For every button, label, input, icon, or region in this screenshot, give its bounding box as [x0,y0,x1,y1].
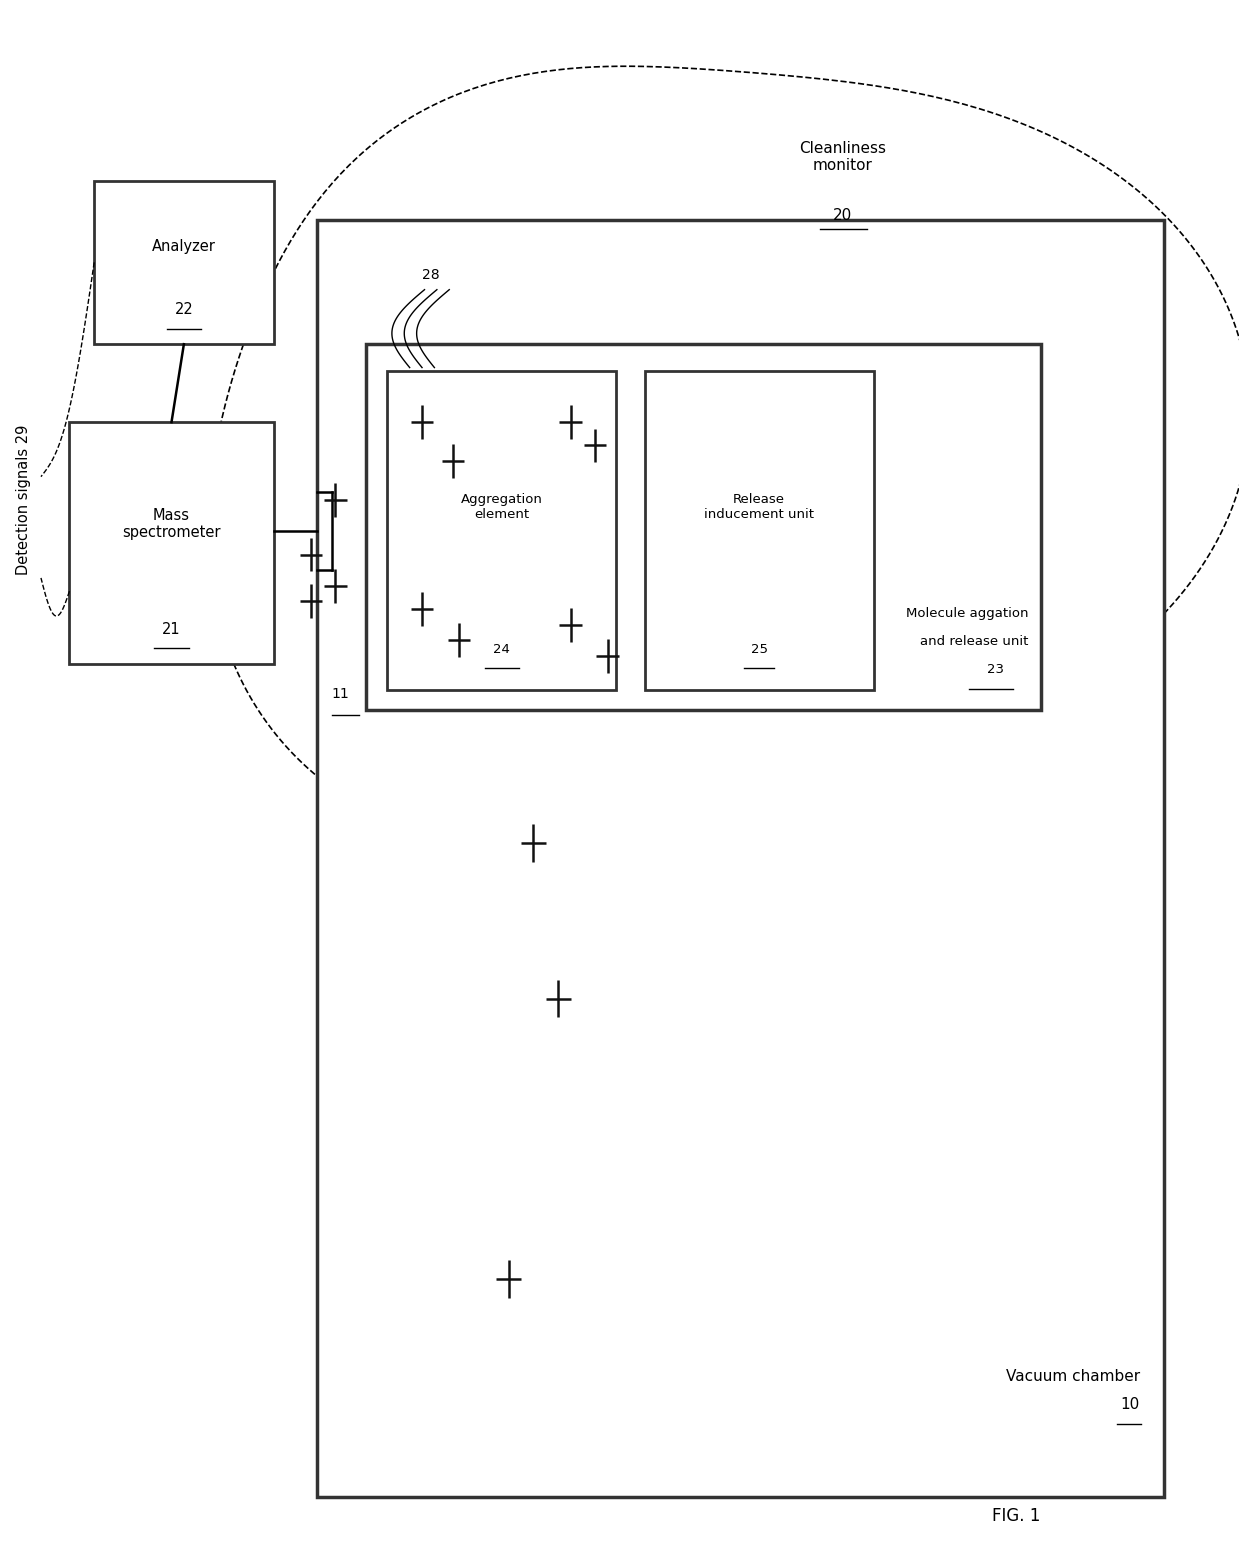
Bar [387,370,616,690]
Bar [366,343,1040,710]
Bar [94,181,274,343]
Text: 21: 21 [162,621,181,637]
Text: 20: 20 [833,208,852,223]
Text: 22: 22 [175,303,193,317]
Text: and release unit: and release unit [920,635,1028,648]
Text: 28: 28 [422,268,440,283]
Text: FIG. 1: FIG. 1 [992,1508,1040,1525]
Text: Vacuum chamber: Vacuum chamber [1006,1369,1140,1383]
Text: Release
inducement unit: Release inducement unit [704,493,815,521]
Text: 25: 25 [750,643,768,656]
Text: Mass
spectrometer: Mass spectrometer [123,507,221,540]
Text: 10: 10 [1121,1397,1140,1411]
Text: 23: 23 [987,663,1003,676]
Text: Molecule aggation: Molecule aggation [905,607,1028,620]
Text: Aggregation
element: Aggregation element [461,493,543,521]
Text: 24: 24 [494,643,511,656]
Text: Detection signals 29: Detection signals 29 [16,425,31,574]
Text: Cleanliness
monitor: Cleanliness monitor [800,140,887,173]
Bar [69,421,274,663]
Bar [317,220,1164,1497]
Text: Analyzer: Analyzer [153,239,216,254]
Bar [645,370,874,690]
Text: 11: 11 [332,687,350,701]
